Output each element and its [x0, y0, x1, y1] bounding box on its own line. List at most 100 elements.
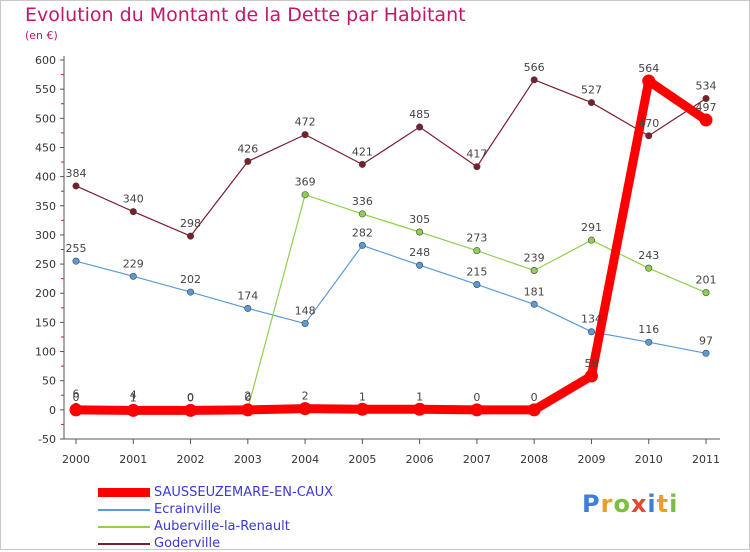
y-tick-label: 400 — [35, 171, 56, 184]
legend-swatch — [98, 525, 150, 528]
data-label-goderville: 426 — [237, 142, 258, 155]
y-tick-label: 450 — [35, 141, 56, 154]
data-point-ecrainville — [416, 261, 424, 269]
y-tick-label: 500 — [35, 112, 56, 125]
data-point-ecrainville — [72, 257, 80, 265]
data-point-ecrainville — [530, 300, 538, 308]
data-label-ecrainville: 202 — [180, 273, 201, 286]
data-point-goderville — [301, 131, 309, 139]
data-point-ecrainville — [244, 304, 252, 312]
data-point-goderville — [416, 123, 424, 131]
data-point-goderville — [473, 163, 481, 171]
y-tick-label: 200 — [35, 287, 56, 300]
data-label-auberville-la-renault: 239 — [524, 251, 545, 264]
chart-unit-label: (en €) — [25, 29, 58, 42]
data-point-sausseuzemare-en-caux — [69, 403, 83, 417]
y-tick-label: 50 — [42, 375, 56, 388]
chart-title: Evolution du Montant de la Dette par Hab… — [25, 4, 466, 26]
data-label-ecrainville: 148 — [295, 305, 316, 318]
data-label-sausseuzemare-en-caux: 1 — [359, 390, 366, 403]
data-point-ecrainville — [129, 272, 137, 280]
series-line-goderville — [75, 79, 707, 237]
data-label-goderville: 472 — [295, 116, 316, 129]
data-point-sausseuzemare-en-caux — [298, 402, 312, 416]
legend-item-auberville-la-renault: Auberville-la-Renault — [98, 518, 333, 535]
x-tick-label: 2004 — [291, 453, 319, 466]
data-point-goderville — [702, 94, 710, 102]
data-label-auberville-la-renault: 369 — [295, 176, 316, 189]
data-label-goderville: 421 — [352, 145, 373, 158]
data-point-goderville — [645, 132, 653, 140]
legend-swatch — [98, 488, 150, 497]
legend-item-goderville: Goderville — [98, 535, 333, 552]
chart-series — [69, 74, 713, 417]
x-tick-label: 2005 — [348, 453, 376, 466]
x-tick-label: 2001 — [119, 453, 147, 466]
data-label-ecrainville: 215 — [466, 265, 487, 278]
x-tick-label: 2009 — [577, 453, 605, 466]
data-point-goderville — [72, 182, 80, 190]
data-label-auberville-la-renault: 336 — [352, 195, 373, 208]
data-point-ecrainville — [645, 338, 653, 346]
chart-data-labels: 3843402984264724214854175665274705342552… — [66, 61, 717, 405]
y-tick-label: 0 — [49, 404, 56, 417]
data-label-auberville-la-renault: 4 — [130, 389, 137, 402]
x-tick-label: 2010 — [635, 453, 663, 466]
logo-letter: P — [582, 490, 601, 518]
data-label-sausseuzemare-en-caux: 0 — [473, 391, 480, 404]
data-label-goderville: 384 — [66, 167, 87, 180]
data-label-auberville-la-renault: 201 — [696, 274, 717, 287]
proxiti-logo: Proxiti — [582, 490, 678, 518]
data-point-auberville-la-renault — [530, 266, 538, 274]
data-point-auberville-la-renault — [358, 210, 366, 218]
data-label-auberville-la-renault: 2 — [244, 390, 251, 403]
x-tick-label: 2003 — [234, 453, 262, 466]
data-label-goderville: 485 — [409, 108, 430, 121]
y-tick-label: 300 — [35, 229, 56, 242]
legend-swatch — [98, 508, 150, 511]
logo-letter: o — [613, 490, 631, 518]
logo-letter: i — [647, 490, 657, 518]
data-point-auberville-la-renault — [587, 236, 595, 244]
data-point-sausseuzemare-en-caux — [470, 403, 484, 417]
chart-legend: SAUSSEUZEMARE-EN-CAUX Ecrainville Aubervil… — [98, 484, 333, 552]
data-label-sausseuzemare-en-caux: 1 — [130, 391, 137, 404]
legend-item-ecrainville: Ecrainville — [98, 501, 333, 518]
data-point-sausseuzemare-en-caux — [355, 402, 369, 416]
data-point-ecrainville — [187, 288, 195, 296]
data-point-ecrainville — [702, 349, 710, 357]
data-label-sausseuzemare-en-caux: 497 — [696, 101, 717, 114]
x-tick-label: 2002 — [177, 453, 205, 466]
data-point-goderville — [187, 232, 195, 240]
data-point-auberville-la-renault — [301, 191, 309, 199]
data-label-ecrainville: 229 — [123, 257, 144, 270]
legend-label: Ecrainville — [154, 502, 222, 517]
data-point-auberville-la-renault — [473, 247, 481, 255]
data-label-goderville: 417 — [466, 148, 487, 161]
data-point-ecrainville — [587, 328, 595, 336]
x-tick-label: 2007 — [463, 453, 491, 466]
x-tick-label: 2000 — [62, 453, 90, 466]
data-point-goderville — [129, 208, 137, 216]
data-label-goderville: 340 — [123, 193, 144, 206]
legend-label: SAUSSEUZEMARE-EN-CAUX — [154, 485, 334, 500]
series-line-sausseuzemare-en-caux — [71, 76, 711, 415]
x-tick-label: 2011 — [692, 453, 720, 466]
data-point-goderville — [358, 160, 366, 168]
y-tick-label: 350 — [35, 200, 56, 213]
legend-label: Auberville-la-Renault — [154, 519, 290, 534]
data-label-sausseuzemare-en-caux: 2 — [302, 390, 309, 403]
data-point-sausseuzemare-en-caux — [642, 74, 656, 88]
y-tick-label: 150 — [35, 316, 56, 329]
y-tick-label: 250 — [35, 258, 56, 271]
data-label-auberville-la-renault: 0 — [187, 391, 194, 404]
data-label-goderville: 527 — [581, 84, 602, 97]
data-point-ecrainville — [473, 280, 481, 288]
data-label-sausseuzemare-en-caux: 0 — [73, 391, 80, 404]
data-label-ecrainville: 174 — [237, 289, 258, 302]
y-tick-label: 100 — [35, 346, 56, 359]
data-point-goderville — [244, 157, 252, 165]
data-label-sausseuzemare-en-caux: 58 — [584, 357, 598, 370]
